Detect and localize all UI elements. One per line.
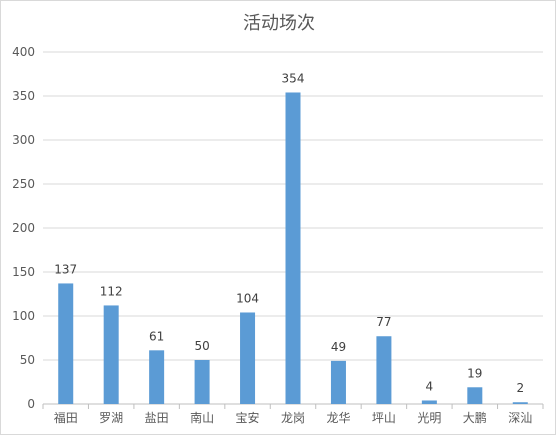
- bar: [330, 360, 346, 404]
- bar: [194, 360, 210, 404]
- bar: [285, 92, 301, 404]
- data-label: 77: [376, 315, 391, 329]
- x-tick-label: 光明: [417, 411, 441, 425]
- y-tick-label: 150: [12, 265, 35, 279]
- data-label: 4: [426, 379, 434, 393]
- x-tick-label: 龙岗: [281, 411, 305, 425]
- data-label: 61: [149, 329, 164, 343]
- data-label: 50: [194, 339, 209, 353]
- data-label: 112: [100, 284, 123, 298]
- bar: [512, 402, 528, 404]
- x-tick-label: 宝安: [236, 410, 260, 425]
- y-tick-label: 200: [12, 221, 35, 235]
- data-label: 19: [467, 366, 482, 380]
- y-tick-label: 250: [12, 177, 35, 191]
- bar: [421, 400, 437, 404]
- x-tick-label: 南山: [190, 410, 214, 425]
- y-tick-label: 400: [12, 45, 35, 59]
- x-tick-label: 罗湖: [99, 410, 123, 425]
- data-label: 104: [236, 291, 259, 305]
- data-label: 354: [282, 71, 305, 85]
- bar: [467, 387, 483, 404]
- data-label: 49: [331, 340, 346, 354]
- y-tick-label: 350: [12, 89, 35, 103]
- x-tick-label: 福田: [54, 410, 78, 425]
- y-tick-label: 50: [20, 353, 35, 367]
- bar: [58, 283, 74, 404]
- y-tick-label: 300: [12, 133, 35, 147]
- x-tick-label: 坪山: [372, 411, 396, 425]
- bar: [240, 312, 256, 404]
- x-tick-label: 大鹏: [463, 411, 487, 425]
- y-tick-label: 100: [12, 309, 35, 323]
- x-tick-label: 盐田: [145, 411, 169, 425]
- bar: [376, 336, 392, 404]
- bar: [149, 350, 165, 404]
- y-tick-label: 0: [27, 397, 35, 411]
- chart-title: 活动场次: [243, 13, 315, 34]
- x-tick-label: 龙华: [326, 411, 350, 425]
- data-label: 137: [54, 262, 77, 276]
- data-label: 2: [516, 381, 524, 395]
- bar: [103, 305, 119, 404]
- x-tick-label: 深汕: [508, 411, 532, 425]
